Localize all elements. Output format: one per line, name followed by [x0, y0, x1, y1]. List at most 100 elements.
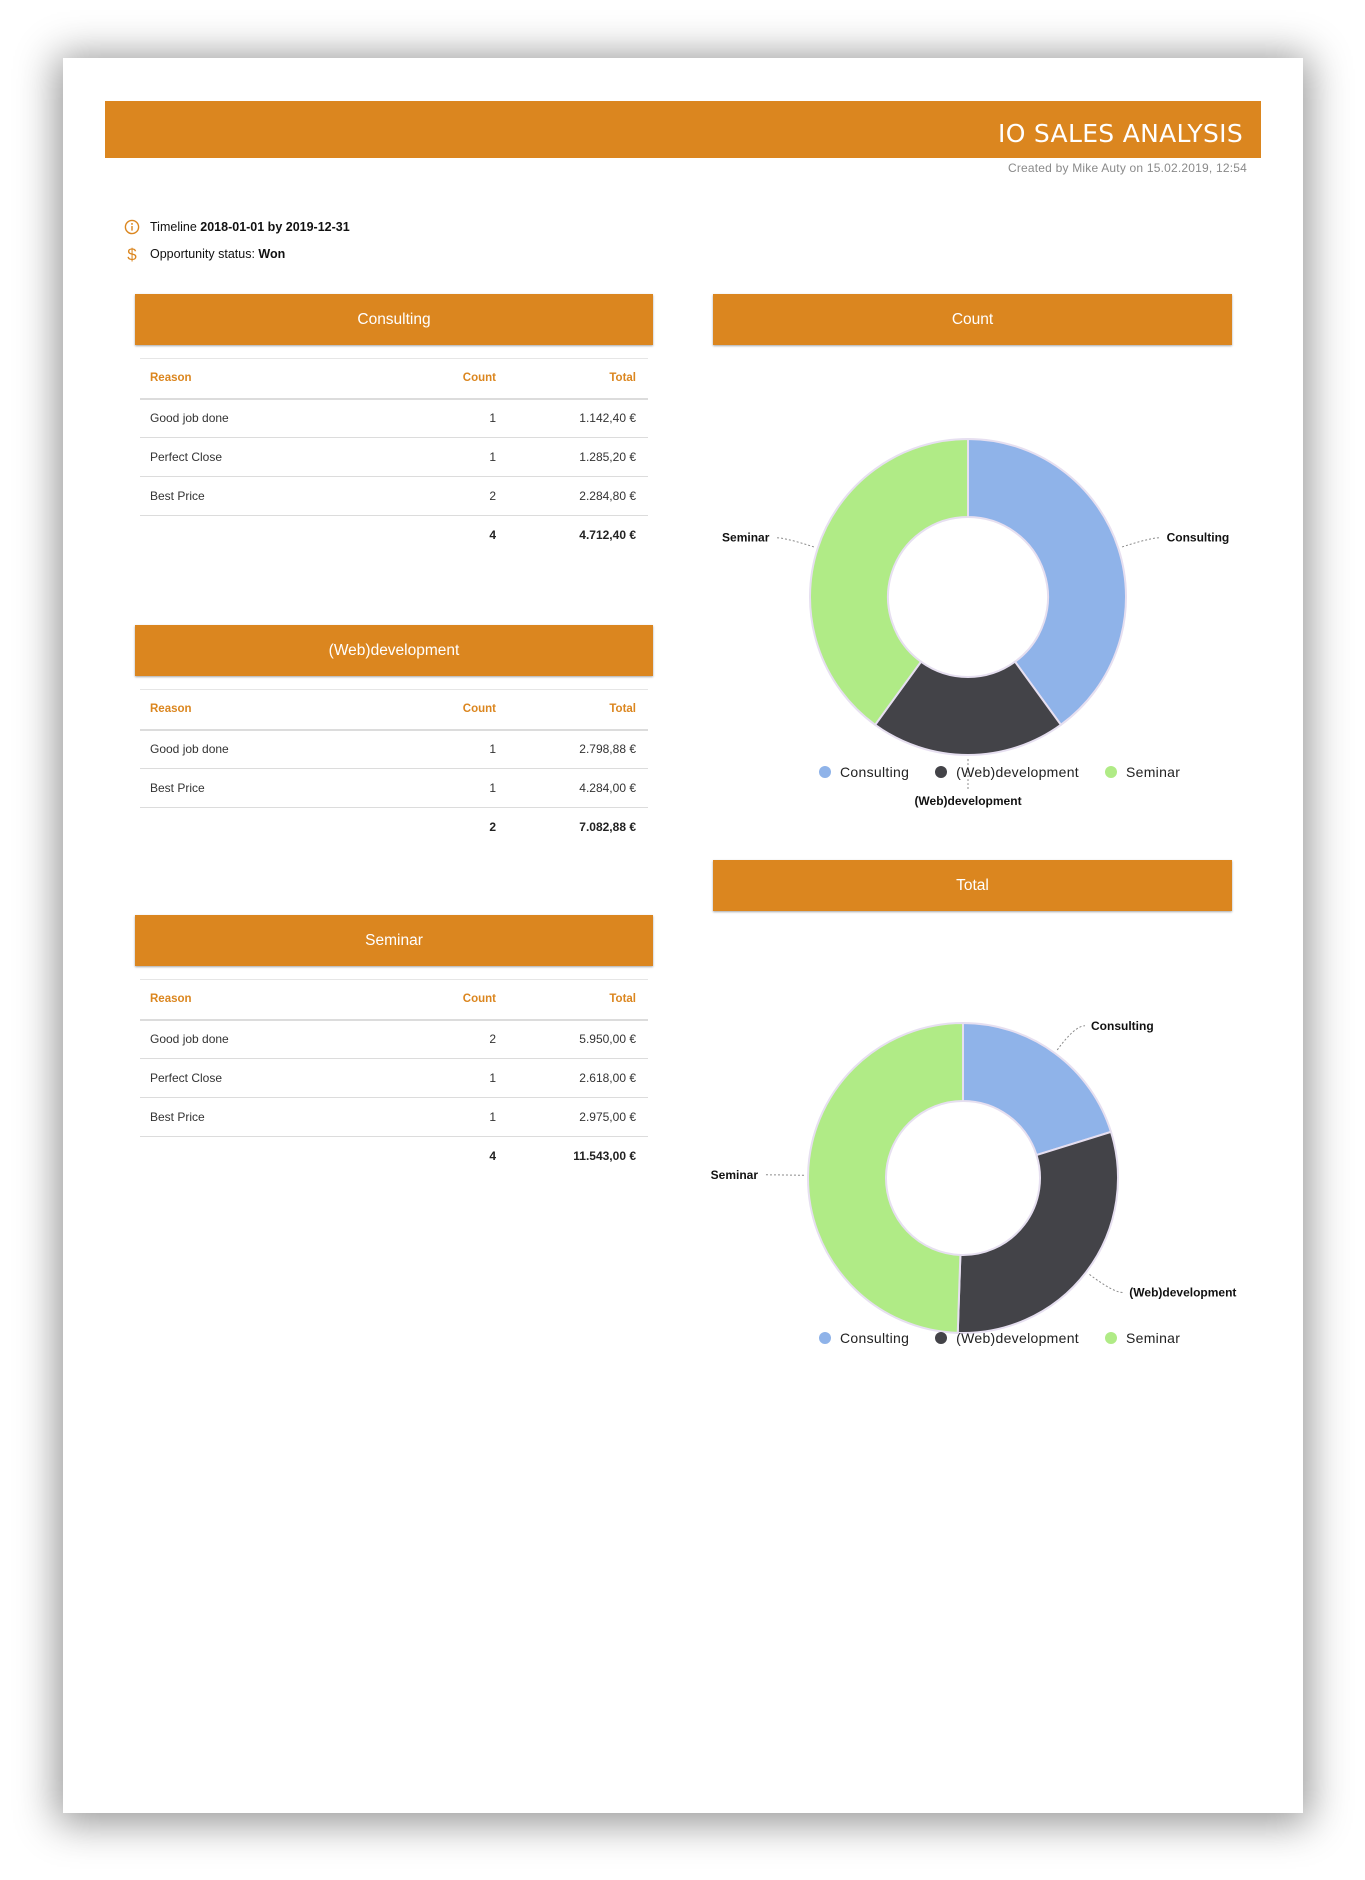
table-header-row: Reason Count Total — [140, 979, 648, 1021]
legend-dot-icon — [935, 766, 948, 778]
slice-web-development[interactable] — [956, 1130, 1119, 1334]
reason-cell: Best Price — [140, 476, 388, 516]
slice-seminar[interactable] — [807, 1021, 964, 1334]
total-count-cell: 4 — [489, 1149, 496, 1164]
total-count-cell: 4 — [489, 528, 496, 543]
table-header-row: Reason Count Total — [140, 358, 648, 400]
legend-item-web-development[interactable]: (Web)development — [935, 1330, 1079, 1346]
table-header-row: Reason Count Total — [140, 689, 648, 731]
report-title: IO SALES ANALYSIS — [998, 119, 1243, 148]
slice-consulting[interactable] — [967, 437, 1127, 727]
slice-label-seminar: Seminar — [722, 531, 770, 545]
column-header-count: Count — [388, 689, 508, 731]
count-cell: 1 — [388, 1097, 508, 1137]
legend-item-consulting[interactable]: Consulting — [819, 1330, 909, 1346]
total-sum-cell: 7.082,88 € — [579, 820, 636, 835]
slice-label-consulting: Consulting — [1167, 531, 1230, 545]
slice-connector — [1121, 537, 1161, 548]
table-row: Perfect Close 1 1.285,20 € — [140, 437, 648, 477]
legend-item-web-development[interactable]: (Web)development — [935, 764, 1079, 780]
slice-label-seminar: Seminar — [711, 1168, 759, 1182]
slice-label-web-development: (Web)development — [914, 794, 1021, 808]
dollar-icon: $ — [123, 245, 141, 263]
count-cell: 1 — [388, 398, 508, 438]
column-header-reason: Reason — [140, 358, 388, 400]
seminar-table: Reason Count Total Good job done 2 5.950… — [140, 979, 648, 1176]
legend-label: Consulting — [840, 1330, 910, 1346]
reason-cell: Good job done — [140, 1019, 388, 1059]
count-donut-chart: Consulting (Web)development Seminar — [722, 437, 1230, 808]
legend-dot-icon — [1104, 766, 1117, 778]
timeline-value: 2018-01-01 by 2019-12-31 — [200, 220, 350, 234]
slice-consulting[interactable] — [962, 1021, 1113, 1157]
status-value: Won — [258, 247, 286, 261]
legend-item-consulting[interactable]: Consulting — [819, 764, 909, 780]
report-created-by: Created by Mike Auty on 15.02.2019, 12:5… — [1007, 161, 1247, 175]
table-row: Best Price 1 2.975,00 € — [140, 1097, 648, 1137]
reason-cell: Perfect Close — [140, 437, 388, 477]
count-cell: 1 — [388, 437, 508, 477]
reason-cell: Best Price — [140, 768, 388, 808]
status-filter: $ Opportunity status: Won — [123, 245, 285, 263]
column-header-count: Count — [388, 358, 508, 400]
webdevelopment-table: Reason Count Total Good job done 1 2.798… — [140, 689, 648, 847]
slice-label-consulting: Consulting — [1091, 1019, 1154, 1033]
table-row: Good job done 2 5.950,00 € — [140, 1019, 648, 1059]
count-cell: 1 — [388, 729, 508, 769]
legend-item-seminar[interactable]: Seminar — [1104, 764, 1181, 780]
total-cell: 2.618,00 € — [508, 1058, 648, 1098]
legend-dot-icon — [935, 1332, 948, 1344]
count-cell: 1 — [388, 1058, 508, 1098]
table-row: Good job done 1 1.142,40 € — [140, 398, 648, 438]
legend-label: Consulting — [840, 764, 910, 780]
section-title: (Web)development — [135, 625, 653, 676]
total-cell: 2.798,88 € — [508, 729, 648, 769]
slice-seminar[interactable] — [809, 437, 969, 727]
legend-label: (Web)development — [956, 764, 1079, 780]
legend-label: Seminar — [1125, 764, 1181, 780]
column-header-total: Total — [508, 979, 648, 1021]
legend-label: (Web)development — [956, 1330, 1079, 1346]
table-row: Best Price 2 2.284,80 € — [140, 476, 648, 516]
total-cell: 4.284,00 € — [508, 768, 648, 808]
report-header-bar: IO SALES ANALYSIS — [105, 101, 1261, 158]
table-total-row: 4 4.712,40 € — [140, 516, 648, 555]
legend-dot-icon — [819, 766, 831, 778]
column-header-count: Count — [388, 979, 508, 1021]
total-chart-title: Total — [713, 860, 1232, 911]
column-header-reason: Reason — [140, 979, 388, 1021]
total-sum-cell: 4.712,40 € — [579, 528, 636, 543]
legend-item-seminar[interactable]: Seminar — [1104, 1330, 1181, 1346]
report-page: IO SALES ANALYSIS Created by Mike Auty o… — [63, 58, 1303, 1813]
reason-cell: Good job done — [140, 398, 388, 438]
svg-text:$: $ — [127, 245, 137, 263]
reason-cell: Best Price — [140, 1097, 388, 1137]
consulting-table: Reason Count Total Good job done 1 1.142… — [140, 358, 648, 555]
timeline-label: Timeline — [150, 220, 197, 234]
table-total-row: 4 11.543,00 € — [140, 1137, 648, 1176]
count-cell: 1 — [388, 768, 508, 808]
count-chart-title: Count — [713, 294, 1232, 345]
legend-dot-icon — [819, 1332, 831, 1344]
legend-dot-icon — [1104, 1332, 1117, 1344]
slice-label-web-development: (Web)development — [1129, 1286, 1236, 1300]
total-cell: 2.975,00 € — [508, 1097, 648, 1137]
slice-connector — [764, 1174, 805, 1176]
total-donut-chart: Consulting (Web)development Seminar — [711, 1019, 1236, 1334]
slice-connector — [1056, 1025, 1086, 1051]
total-cell: 1.142,40 € — [508, 398, 648, 438]
table-total-row: 2 7.082,88 € — [140, 808, 648, 847]
section-seminar: Seminar Reason Count Total Good job done… — [135, 915, 653, 1176]
timeline-filter: Timeline 2018-01-01 by 2019-12-31 — [123, 218, 350, 236]
legend-label: Seminar — [1125, 1330, 1181, 1346]
column-header-total: Total — [508, 689, 648, 731]
slice-connector — [1089, 1273, 1124, 1294]
reason-cell: Good job done — [140, 729, 388, 769]
total-cell: 2.284,80 € — [508, 476, 648, 516]
slice-web-development[interactable] — [873, 660, 1063, 756]
section-consulting: Consulting Reason Count Total Good job d… — [135, 294, 653, 555]
reason-cell: Perfect Close — [140, 1058, 388, 1098]
info-icon — [123, 218, 141, 236]
total-count-cell: 2 — [489, 820, 496, 835]
total-cell: 5.950,00 € — [508, 1019, 648, 1059]
